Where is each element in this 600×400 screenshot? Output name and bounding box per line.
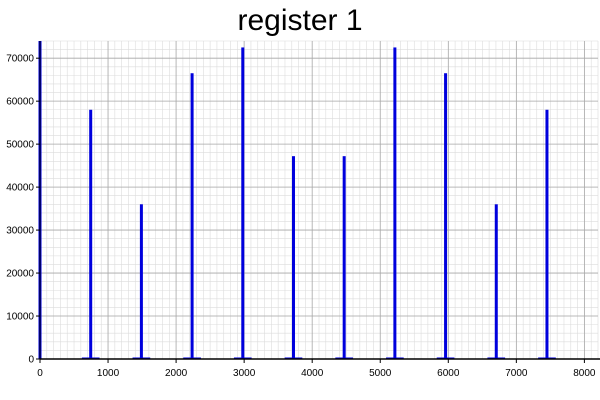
y-tick-label: 20000 (6, 269, 34, 280)
bar (444, 73, 448, 359)
y-tick-label: 70000 (6, 54, 34, 65)
x-tick-label: 3000 (233, 368, 256, 379)
x-tick-label: 4000 (301, 368, 324, 379)
bars (38, 41, 556, 359)
bar (545, 109, 549, 359)
bar (139, 204, 143, 359)
bar (241, 47, 245, 359)
y-tick-label: 0 (28, 355, 34, 366)
x-tick-label: 7000 (505, 368, 528, 379)
bar (494, 204, 498, 359)
chart-title: register 1 (237, 4, 363, 37)
bar (89, 109, 93, 359)
x-tick-label: 1000 (97, 368, 120, 379)
y-tick-label: 10000 (6, 312, 34, 323)
y-ticks: 0 10000 20000 30000 40000 50000 60000 70000 (6, 54, 40, 366)
y-tick-label: 50000 (6, 140, 34, 151)
x-tick-label: 0 (37, 368, 43, 379)
x-ticks: 0 1000 2000 3000 4000 5000 6000 7000 8000 (37, 359, 596, 379)
x-tick-label: 6000 (437, 368, 460, 379)
bar (342, 156, 346, 359)
x-tick-label: 8000 (573, 368, 596, 379)
y-tick-label: 60000 (6, 97, 34, 108)
axes (39, 41, 600, 360)
bar (393, 47, 397, 359)
x-tick-label: 2000 (165, 368, 188, 379)
bar (190, 73, 194, 359)
grid-minor (39, 40, 599, 360)
y-tick-label: 30000 (6, 226, 34, 237)
y-tick-label: 40000 (6, 183, 34, 194)
bar (291, 156, 295, 359)
x-tick-label: 5000 (369, 368, 392, 379)
